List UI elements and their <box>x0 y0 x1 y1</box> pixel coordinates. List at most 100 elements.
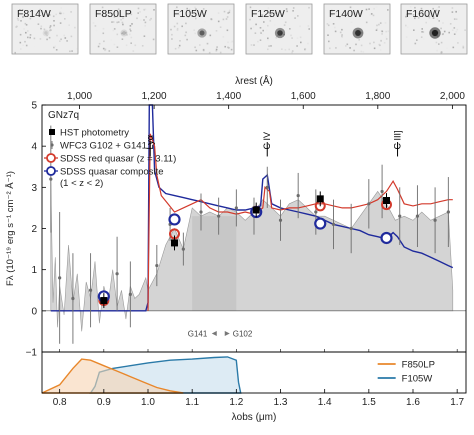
cutout-noise <box>101 6 104 9</box>
x-axis-label: λobs (μm) <box>232 412 277 423</box>
cutout-noise <box>410 15 413 18</box>
cutout-noise <box>267 24 269 27</box>
cutout-noise <box>451 7 454 9</box>
cutout-noise <box>70 11 72 13</box>
legend-label-red: SDSS red quasar (z = 3.11) <box>60 154 176 165</box>
cutout-noise <box>252 26 255 28</box>
cutout-noise <box>49 26 51 29</box>
cutout-noise <box>249 6 252 9</box>
cutout-noise <box>346 43 349 46</box>
cutout-noise <box>341 34 343 36</box>
cutout-noise <box>436 18 439 21</box>
cutout-noise <box>360 50 363 53</box>
cutout-noise <box>345 45 347 47</box>
cutout-noise <box>139 11 141 13</box>
cutout-noise <box>289 28 291 30</box>
x-tick-label: 1.6 <box>406 397 420 408</box>
cutout-noise <box>382 20 384 22</box>
cutout-noise <box>350 21 353 24</box>
cutout-noise <box>121 21 124 24</box>
cutout-noise <box>187 16 190 19</box>
grism-point <box>155 263 159 268</box>
cutout-noise <box>137 12 139 14</box>
cutout-noise <box>269 12 271 15</box>
cutout-noise <box>281 48 283 50</box>
cutout-noise <box>117 21 120 23</box>
cutout-noise <box>228 11 231 14</box>
cutout-noise <box>443 30 446 33</box>
cutout-noise <box>49 25 52 27</box>
cutout-f850lp <box>89 3 157 55</box>
cutout-noise <box>113 16 116 18</box>
cutout-noise <box>296 37 299 39</box>
cutout-noise <box>254 32 257 34</box>
cutout-noise <box>307 42 309 45</box>
cutout-noise <box>327 34 329 36</box>
top-tick-label: 1,800 <box>365 91 390 102</box>
cutout-noise <box>46 13 48 16</box>
cutout-noise <box>336 15 339 17</box>
red-quasar-spectrum-line <box>147 133 453 311</box>
cutout-noise <box>376 28 378 30</box>
cutout-noise <box>263 10 265 13</box>
cutout-noise <box>260 32 262 34</box>
cutout-noise <box>405 36 408 38</box>
x-tick-label: 1.0 <box>141 397 155 408</box>
grism-arrow-g141 <box>211 330 217 336</box>
cutout-noise <box>202 8 205 10</box>
cutout-noise <box>446 47 448 49</box>
grism-point <box>199 210 203 214</box>
cutout-noise <box>70 35 73 38</box>
cutout-noise <box>336 32 338 35</box>
cutout-noise <box>129 28 131 31</box>
cutout-noise <box>69 50 71 53</box>
cutout-noise <box>174 47 177 50</box>
cutout-noise <box>209 34 212 37</box>
hst-photometry-point <box>100 297 108 305</box>
cutout-noise <box>101 14 104 17</box>
grism-point <box>234 206 238 210</box>
grism-point <box>367 202 371 206</box>
grism-point <box>349 226 353 231</box>
cutout-noise <box>40 27 42 30</box>
legend-label-grism: WFC3 G102 + G141 <box>60 141 147 152</box>
grism-point <box>446 210 450 214</box>
cutout-noise <box>119 31 122 33</box>
cutout-noise <box>285 8 288 10</box>
cutout-noise <box>60 7 62 9</box>
cutout-noise <box>257 40 259 43</box>
cutout-noise <box>413 29 415 31</box>
cutout-noise <box>230 41 232 44</box>
cutout-noise <box>134 44 137 47</box>
cutout-noise <box>59 12 61 15</box>
cutout-noise <box>141 45 144 47</box>
cutout-noise <box>387 30 389 33</box>
cutout-noise <box>170 28 172 31</box>
cutout-noise <box>370 13 373 15</box>
cutout-noise <box>286 10 288 13</box>
cutout-noise <box>52 15 55 18</box>
cutout-noise <box>231 40 234 43</box>
cutout-noise <box>144 25 146 27</box>
cutout-noise <box>268 45 270 47</box>
cutout-noise <box>253 44 255 46</box>
cutout-noise <box>29 17 32 20</box>
cutout-noise <box>129 33 131 36</box>
x-tick-label: 1.1 <box>185 397 199 408</box>
cutout-noise <box>122 17 124 20</box>
cutout-noise <box>21 9 24 11</box>
cutout-noise <box>19 9 21 11</box>
cutout-source-core <box>44 31 48 35</box>
cutout-noise <box>230 48 233 51</box>
cutout-noise <box>129 30 132 32</box>
cutout-noise <box>185 22 187 25</box>
y-tick-label: 2 <box>31 224 37 235</box>
cutout-noise <box>250 44 253 46</box>
cutout-noise <box>422 31 425 33</box>
cutout-noise <box>385 38 388 40</box>
cutout-noise <box>384 22 387 24</box>
cutout-noise <box>453 33 456 35</box>
cutout-noise <box>291 51 293 54</box>
cutout-noise <box>462 45 465 48</box>
cutout-noise <box>20 20 22 22</box>
